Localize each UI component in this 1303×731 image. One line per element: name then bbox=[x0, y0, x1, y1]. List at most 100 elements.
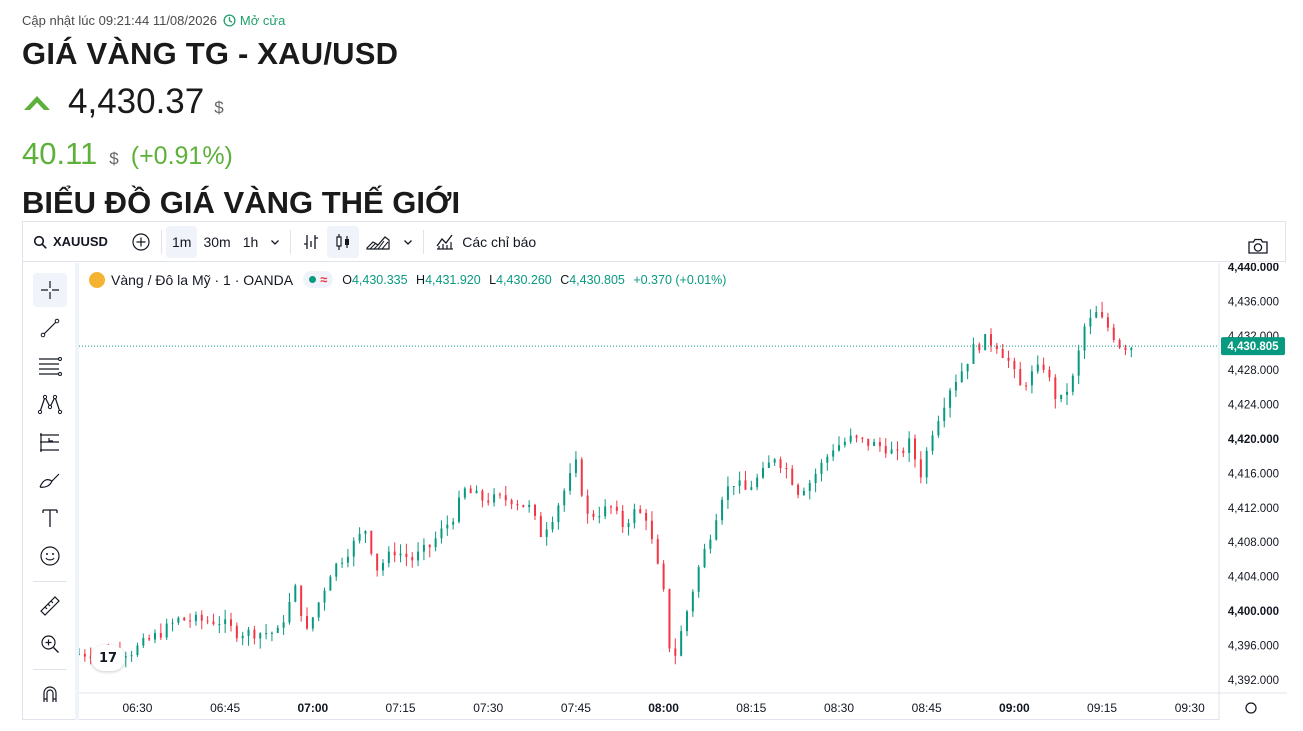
candle-body bbox=[686, 611, 688, 632]
toolbar-divider bbox=[290, 229, 292, 254]
candle-body bbox=[691, 591, 694, 612]
candle-body bbox=[703, 548, 706, 568]
chart-area[interactable]: 4,440.000 4,436.000 4,432.000 4,428.000 4,42… bbox=[79, 263, 1287, 720]
candle-body bbox=[972, 344, 975, 364]
candle-body bbox=[329, 576, 332, 591]
trend-line-tool[interactable] bbox=[33, 311, 67, 345]
chevron-down-icon bbox=[404, 239, 413, 245]
candle-body bbox=[744, 480, 747, 490]
candle-body bbox=[873, 442, 876, 446]
bars-chart-icon bbox=[304, 234, 319, 249]
candle-body bbox=[767, 462, 770, 468]
candle-body bbox=[797, 484, 800, 495]
candle-body bbox=[83, 653, 86, 657]
candle-body bbox=[1048, 369, 1051, 378]
price-currency: $ bbox=[214, 98, 224, 117]
measure-tool[interactable] bbox=[33, 589, 67, 623]
interval-1h[interactable]: 1h bbox=[242, 233, 259, 250]
change-currency: $ bbox=[109, 149, 119, 168]
candle-body bbox=[645, 512, 648, 521]
updated-time: Cập nhật lúc 09:21:44 11/08/2026 bbox=[22, 13, 217, 28]
candle-body bbox=[715, 520, 718, 540]
x-tick-label: 09:15 bbox=[1087, 701, 1117, 715]
forecast-tool[interactable] bbox=[33, 425, 67, 459]
legend-low-label: L bbox=[489, 272, 497, 287]
candle-body bbox=[241, 635, 244, 639]
x-tick-label: 07:30 bbox=[473, 701, 503, 715]
x-tick-label: 06:45 bbox=[210, 701, 240, 715]
indicators-button[interactable]: Các chỉ báo bbox=[428, 226, 542, 258]
zoom-tool[interactable] bbox=[33, 627, 67, 661]
interval-30m[interactable]: 30m bbox=[203, 233, 231, 250]
candle-body bbox=[224, 619, 227, 625]
candle-body bbox=[1019, 369, 1022, 386]
candle-body bbox=[995, 345, 998, 349]
candle-body bbox=[189, 620, 192, 622]
interval-1m[interactable]: 1m bbox=[166, 225, 198, 258]
pattern-tool[interactable] bbox=[33, 387, 67, 421]
magnet-icon bbox=[43, 686, 57, 702]
candle-body bbox=[978, 344, 981, 351]
brush-tool[interactable] bbox=[33, 463, 67, 497]
candle-body bbox=[276, 627, 279, 633]
candle-body bbox=[861, 437, 864, 439]
candle-body bbox=[387, 551, 390, 563]
candle-body bbox=[586, 495, 589, 514]
candle-body bbox=[633, 509, 636, 524]
candle-body bbox=[288, 601, 291, 623]
tradingview-logo-icon[interactable]: 17 bbox=[91, 645, 125, 671]
price-row: 4,430.37 $ bbox=[22, 82, 224, 122]
candles-chart-type-button[interactable] bbox=[327, 225, 360, 258]
candle-body bbox=[1030, 371, 1033, 386]
candle-body bbox=[498, 494, 501, 496]
magnet-tool[interactable] bbox=[33, 677, 67, 711]
candle-body bbox=[253, 629, 256, 639]
candle-body bbox=[352, 540, 355, 557]
candle-body bbox=[563, 490, 566, 506]
x-tick-label: 08:45 bbox=[912, 701, 942, 715]
bar-chart-type-button[interactable] bbox=[295, 226, 327, 258]
delayed-data-icon: ≈ bbox=[320, 272, 328, 287]
candle-body bbox=[247, 629, 250, 636]
candle-body bbox=[212, 621, 215, 625]
candle-body bbox=[311, 617, 314, 629]
legend-close-label: C bbox=[560, 272, 570, 287]
candle-body bbox=[896, 449, 899, 451]
y-tick-label: 4,420.000 bbox=[1228, 434, 1279, 446]
text-tool[interactable] bbox=[33, 501, 67, 535]
candle-body bbox=[452, 521, 455, 525]
candle-body bbox=[908, 438, 911, 454]
y-tick-label: 4,396.000 bbox=[1228, 640, 1279, 652]
candle-body bbox=[750, 487, 753, 490]
price-chart[interactable]: 4,440.0004,436.0004,432.0004,428.0004,42… bbox=[79, 263, 1287, 720]
candle-body bbox=[867, 438, 870, 446]
icon-tool[interactable] bbox=[33, 539, 67, 573]
candle-body bbox=[937, 420, 940, 436]
x-tick-label: 07:45 bbox=[561, 701, 591, 715]
crosshair-tool[interactable] bbox=[33, 273, 67, 307]
fib-tool[interactable] bbox=[33, 349, 67, 383]
candle-body bbox=[1054, 377, 1057, 400]
candle-body bbox=[1118, 340, 1121, 348]
compare-symbol-button[interactable] bbox=[125, 226, 157, 258]
candle-body bbox=[984, 334, 987, 351]
candle-body bbox=[259, 633, 262, 639]
area-chart-type-button[interactable] bbox=[359, 226, 397, 258]
plus-circle-icon bbox=[132, 232, 150, 251]
legend-ohlc: O4,430.335 H4,431.920 L4,430.260 C4,430.… bbox=[342, 273, 731, 287]
candle-body bbox=[1066, 391, 1068, 395]
snapshot-button[interactable] bbox=[1241, 230, 1275, 262]
candle-body bbox=[779, 459, 782, 468]
chart-type-dropdown[interactable] bbox=[397, 226, 419, 258]
y-tick-label: 4,392.000 bbox=[1228, 675, 1279, 687]
candle-body bbox=[802, 490, 805, 495]
x-tick-label: 08:15 bbox=[736, 701, 766, 715]
up-arrow-icon bbox=[24, 96, 50, 110]
area-chart-icon bbox=[366, 235, 390, 250]
ruler-icon bbox=[40, 596, 60, 616]
candle-body bbox=[165, 623, 168, 638]
interval-dropdown[interactable] bbox=[264, 226, 286, 258]
symbol-search[interactable]: XAUUSD bbox=[23, 226, 125, 258]
market-status-label: Mở cửa bbox=[239, 13, 286, 28]
